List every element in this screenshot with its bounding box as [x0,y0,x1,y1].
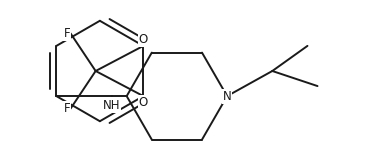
Text: O: O [139,33,148,46]
Text: F: F [64,102,71,115]
Text: N: N [223,90,231,103]
Text: NH: NH [103,99,120,112]
Text: F: F [64,27,71,40]
Text: O: O [139,96,148,109]
